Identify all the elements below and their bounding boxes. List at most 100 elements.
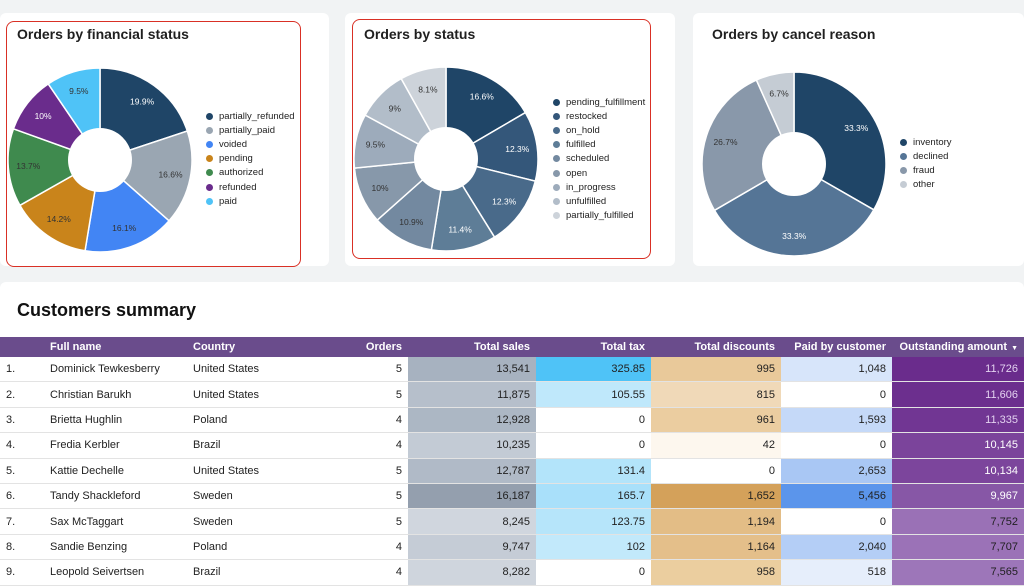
table-row[interactable]: 8. Sandie Benzing Poland 4 9,747 102 1,164 2,04… [0, 534, 1024, 561]
cancel-reason-legend: inventory declined fraud other [900, 135, 952, 192]
slice-data-label: 10% [35, 111, 52, 121]
outstanding-amount-header[interactable]: Outstanding amount ▼ [892, 337, 1024, 357]
legend-swatch [900, 166, 907, 174]
order-status-highlight [352, 19, 651, 259]
row-index: 7. [0, 508, 44, 535]
legend-item[interactable]: pending_fulfillment [553, 95, 645, 109]
total-tax-header[interactable]: Total tax [536, 337, 651, 357]
pie-slice[interactable] [7, 127, 102, 207]
orders-cell: 4 [322, 559, 408, 586]
legend-item[interactable]: open [553, 166, 645, 180]
legend-label: authorized [219, 167, 264, 179]
row-index: 4. [0, 432, 44, 459]
orders-cell: 5 [322, 357, 408, 383]
legend-item[interactable]: unfulfilled [553, 194, 645, 208]
outstanding-amount-cell: 10,145 [892, 432, 1024, 459]
legend-item[interactable]: on_hold [553, 123, 645, 137]
legend-item[interactable]: voided [206, 137, 295, 151]
legend-item[interactable]: partially_fulfilled [553, 209, 645, 223]
total-sales-cell: 10,235 [408, 432, 536, 459]
slice-data-label: 9% [389, 103, 402, 113]
legend-swatch [206, 155, 213, 163]
legend-item[interactable]: partially_paid [206, 123, 295, 137]
total-tax-cell: 123.75 [536, 508, 651, 535]
paid-by-customer-cell: 0 [781, 508, 892, 535]
total-tax-cell: 0 [536, 407, 651, 434]
row-index: 8. [0, 534, 44, 561]
full-name-cell: Sandie Benzing [44, 534, 187, 561]
legend-swatch [553, 98, 560, 106]
slice-data-label: 11.4% [448, 225, 472, 235]
table-row[interactable]: 6. Tandy Shackleford Sweden 5 16,187 165.7 1,6… [0, 483, 1024, 510]
legend-item[interactable]: fulfilled [553, 138, 645, 152]
table-row[interactable]: 4. Fredia Kerbler Brazil 4 10,235 0 42 0 10,145 [0, 432, 1024, 459]
legend-item[interactable]: other [900, 178, 952, 192]
legend-swatch [206, 140, 213, 148]
country-header[interactable]: Country [187, 337, 322, 357]
legend-item[interactable]: in_progress [553, 180, 645, 194]
legend-item[interactable]: refunded [206, 180, 295, 194]
legend-label: inventory [913, 136, 952, 148]
total-discounts-cell: 961 [651, 407, 781, 434]
legend-item[interactable]: restocked [553, 109, 645, 123]
legend-swatch [206, 169, 213, 177]
legend-swatch [553, 112, 560, 120]
paid-by-customer-cell: 5,456 [781, 483, 892, 510]
legend-label: partially_fulfilled [566, 210, 634, 222]
legend-item[interactable]: fraud [900, 163, 952, 177]
paid-by-customer-cell: 0 [781, 381, 892, 408]
legend-item[interactable]: authorized [206, 166, 295, 180]
legend-swatch [206, 112, 213, 120]
table-row[interactable]: 3. Brietta Hughlin Poland 4 12,928 0 961 1,593 1… [0, 407, 1024, 434]
legend-label: in_progress [566, 181, 616, 193]
outstanding-amount-cell: 11,726 [892, 357, 1024, 383]
donut-hole [68, 128, 132, 192]
legend-item[interactable]: declined [900, 149, 952, 163]
country-cell: Poland [187, 407, 322, 434]
row-index: 9. [0, 559, 44, 586]
orders-cell: 5 [322, 508, 408, 535]
total-sales-cell: 8,282 [408, 559, 536, 586]
legend-item[interactable]: paid [206, 194, 295, 208]
slice-data-label: 10.9% [399, 217, 424, 227]
row-index: 1. [0, 357, 44, 383]
legend-item[interactable]: partially_refunded [206, 109, 295, 123]
legend-label: open [566, 167, 588, 179]
table-row[interactable]: 9. Leopold Seivertsen Brazil 4 8,282 0 958 518 7… [0, 559, 1024, 586]
legend-swatch [553, 197, 560, 205]
sort-desc-icon[interactable]: ▼ [1011, 345, 1018, 352]
total-sales-cell: 16,187 [408, 483, 536, 510]
legend-label: other [913, 179, 935, 191]
table-row[interactable]: 5. Kattie Dechelle United States 5 12,787 131… [0, 458, 1024, 484]
full-name-cell: Fredia Kerbler [44, 432, 187, 459]
legend-item[interactable]: scheduled [553, 152, 645, 166]
total-discounts-cell: 1,652 [651, 483, 781, 510]
country-cell: United States [187, 458, 322, 484]
table-row[interactable]: 7. Sax McTaggart Sweden 5 8,245 123.75 1,194 0 7… [0, 508, 1024, 535]
legend-swatch [206, 183, 213, 191]
pie-slice[interactable] [713, 163, 875, 257]
total-discounts-header[interactable]: Total discounts [651, 337, 781, 357]
paid-by-customer-cell: 0 [781, 432, 892, 459]
total-tax-cell: 325.85 [536, 357, 651, 383]
row-index: 2. [0, 381, 44, 408]
country-cell: Sweden [187, 508, 322, 535]
full-name-header[interactable]: Full name [44, 337, 187, 357]
slice-data-label: 16.6% [470, 92, 495, 102]
legend-swatch [206, 126, 213, 134]
outstanding-amount-cell: 7,707 [892, 534, 1024, 561]
table-row[interactable]: 2. Christian Barukh United States 5 11,875 10… [0, 381, 1024, 408]
table-row[interactable]: 1. Dominick Tewkesberry United States 5 13,5… [0, 357, 1024, 383]
legend-item[interactable]: pending [206, 152, 295, 166]
total-discounts-cell: 958 [651, 559, 781, 586]
paid-by-customer-header[interactable]: Paid by customer [781, 337, 892, 357]
pie-slice[interactable] [701, 79, 795, 212]
total-tax-cell: 102 [536, 534, 651, 561]
total-sales-header[interactable]: Total sales [408, 337, 536, 357]
legend-item[interactable]: inventory [900, 135, 952, 149]
legend-swatch [900, 152, 907, 160]
slice-data-label: 16.1% [112, 223, 137, 233]
orders-header[interactable]: Orders [322, 337, 408, 357]
order-status-pie: 16.6% 12.3% 12.3% 11.4% 10.9% 10% 9.5% 9% 8.1% [353, 66, 539, 252]
paid-by-customer-cell: 1,048 [781, 357, 892, 383]
